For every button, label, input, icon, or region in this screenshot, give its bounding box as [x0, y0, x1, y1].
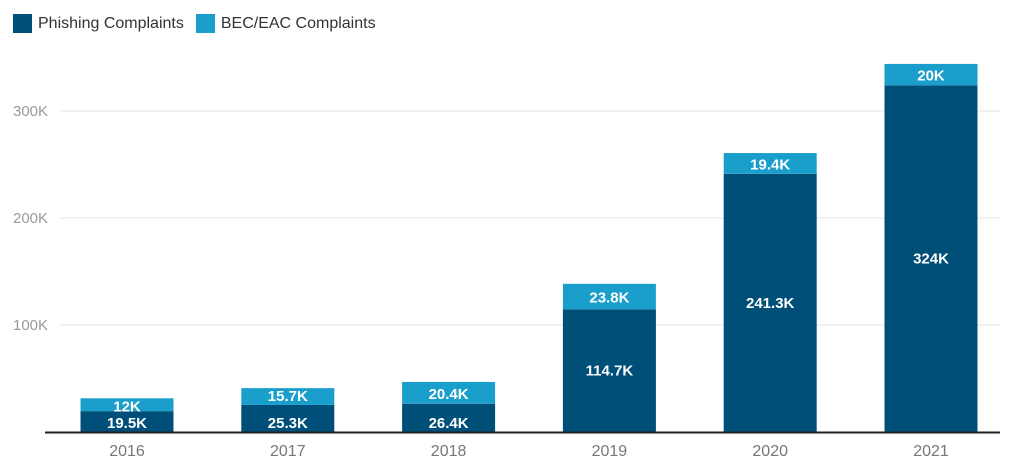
- legend-item-phishing[interactable]: Phishing Complaints: [13, 14, 184, 33]
- bar-bec-eac: [884, 63, 978, 86]
- bar-phishing: [884, 85, 978, 432]
- x-tick-label: 2016: [109, 443, 145, 460]
- data-label: 241.3K: [746, 295, 795, 312]
- bar-phishing: [402, 403, 496, 432]
- bar-phishing: [723, 173, 817, 432]
- legend-item-bec-eac[interactable]: BEC/EAC Complaints: [195, 14, 376, 33]
- data-label: 20.4K: [429, 386, 469, 403]
- data-label: 324K: [913, 251, 949, 268]
- bar-phishing: [562, 309, 656, 432]
- bar-phishing: [241, 404, 335, 432]
- data-label: 20K: [917, 68, 945, 85]
- y-tick-label: 300K: [13, 103, 48, 120]
- data-label: 15.7K: [268, 388, 308, 405]
- data-label: 26.4K: [429, 415, 469, 432]
- y-tick-label: 200K: [13, 210, 48, 227]
- bar-bec-eac: [723, 153, 817, 174]
- x-tick-label: 2017: [270, 443, 306, 460]
- bar-phishing: [80, 411, 174, 432]
- bar-bec-eac: [402, 381, 496, 404]
- bar-bec-eac: [80, 398, 174, 412]
- legend-label: BEC/EAC Complaints: [220, 14, 376, 32]
- bar-bec-eac: [562, 283, 656, 310]
- data-label: 12K: [113, 398, 141, 415]
- data-label: 19.5K: [107, 415, 147, 432]
- x-tick-label: 2018: [431, 443, 467, 460]
- x-tick-label: 2020: [752, 443, 788, 460]
- data-label: 23.8K: [589, 290, 629, 307]
- data-label: 114.7K: [586, 363, 634, 380]
- legend: Phishing Complaints BEC/EAC Complaints: [13, 14, 388, 33]
- legend-swatch: [195, 14, 215, 33]
- x-tick-label: 2019: [592, 443, 628, 460]
- y-tick-label: 100K: [13, 317, 48, 334]
- legend-swatch: [13, 14, 32, 33]
- x-tick-label: 2021: [913, 443, 949, 460]
- data-label: 25.3K: [268, 415, 308, 432]
- legend-label: Phishing Complaints: [38, 14, 184, 32]
- data-label: 19.4K: [750, 156, 790, 173]
- bar-bec-eac: [241, 388, 335, 405]
